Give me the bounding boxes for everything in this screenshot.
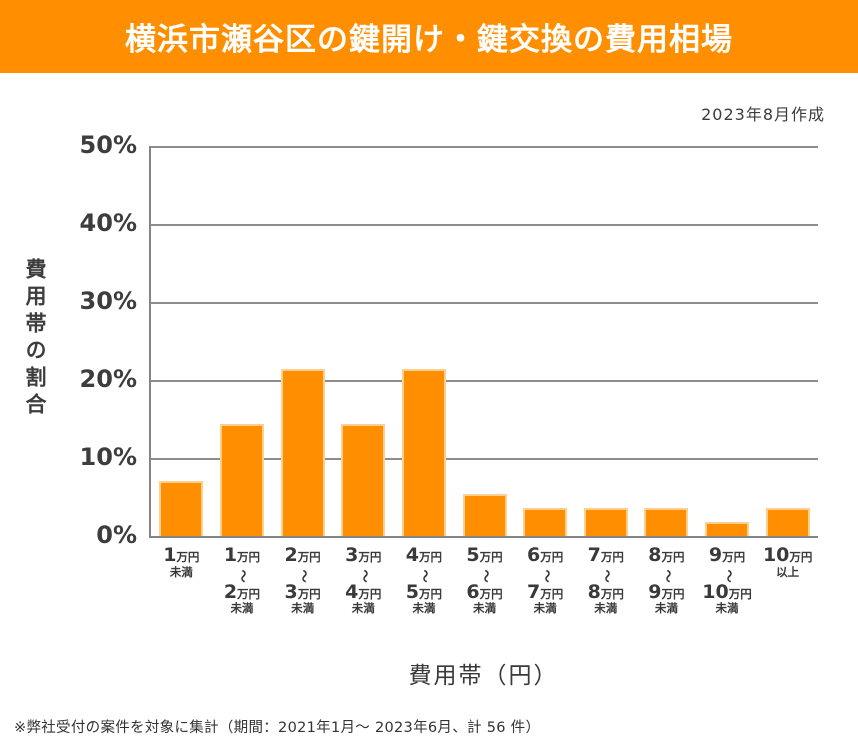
- footnote: ※弊社受付の案件を対象に集計（期間：2021年1月～ 2023年6月、計 56 …: [14, 720, 541, 736]
- bar-2: [219, 424, 264, 536]
- gridline-50: [151, 146, 818, 148]
- x-category-label-2: 1万円〜 2万円 未満: [223, 544, 261, 616]
- bar-4: [341, 424, 386, 536]
- y-tick-label-50: 50%: [79, 130, 137, 159]
- x-category-label-6: 5万円〜 6万円 未満: [466, 544, 503, 616]
- gridline-20: [151, 380, 818, 382]
- bar-11: [765, 507, 810, 536]
- gridline-40: [151, 224, 818, 226]
- x-category-label-11: 10万円 以上: [762, 544, 813, 579]
- plot-area: 0% 10% 20% 30% 40% 50% 1万円 未満 1万円〜 2万円 未満 2万円〜 3万円 未満…: [80, 131, 818, 615]
- bar-9: [644, 507, 689, 536]
- bar-10: [705, 521, 750, 536]
- bar-3: [280, 369, 325, 536]
- y-tick-label-10: 10%: [79, 442, 137, 471]
- bar-7: [523, 507, 568, 536]
- bar-6: [462, 493, 507, 536]
- header-banner: 横浜市瀬谷区の鍵開け・鍵交換の費用相場: [0, 0, 858, 73]
- bar-8: [583, 507, 628, 536]
- y-tick-label-30: 30%: [79, 286, 137, 315]
- x-category-label-10: 9万円〜 10万円 未満: [702, 544, 752, 616]
- y-tick-label-0: 0%: [96, 520, 137, 549]
- gridline-10: [151, 458, 818, 460]
- y-tick-label-40: 40%: [79, 208, 137, 237]
- page-title: 横浜市瀬谷区の鍵開け・鍵交換の費用相場: [125, 22, 733, 58]
- x-category-label-1: 1万円 未満: [163, 544, 200, 579]
- bar-5: [401, 369, 446, 536]
- x-category-label-9: 8万円〜 9万円 未満: [648, 544, 685, 616]
- y-tick-label-20: 20%: [79, 364, 137, 393]
- y-axis-title: 費用帯の割合: [23, 258, 47, 420]
- x-category-label-8: 7万円〜 8万円 未満: [587, 544, 624, 616]
- x-category-label-5: 4万円〜 5万円 未満: [405, 544, 442, 616]
- created-date-note: 2023年8月作成: [701, 105, 825, 124]
- x-axis-title: 費用帯（円）: [408, 663, 559, 689]
- gridline-30: [151, 302, 818, 304]
- bar-1: [159, 480, 204, 536]
- x-category-label-4: 3万円〜 4万円 未満: [345, 544, 382, 616]
- x-category-label-3: 2万円〜 3万円 未満: [284, 544, 321, 616]
- x-category-label-7: 6万円〜 7万円 未満: [527, 544, 564, 616]
